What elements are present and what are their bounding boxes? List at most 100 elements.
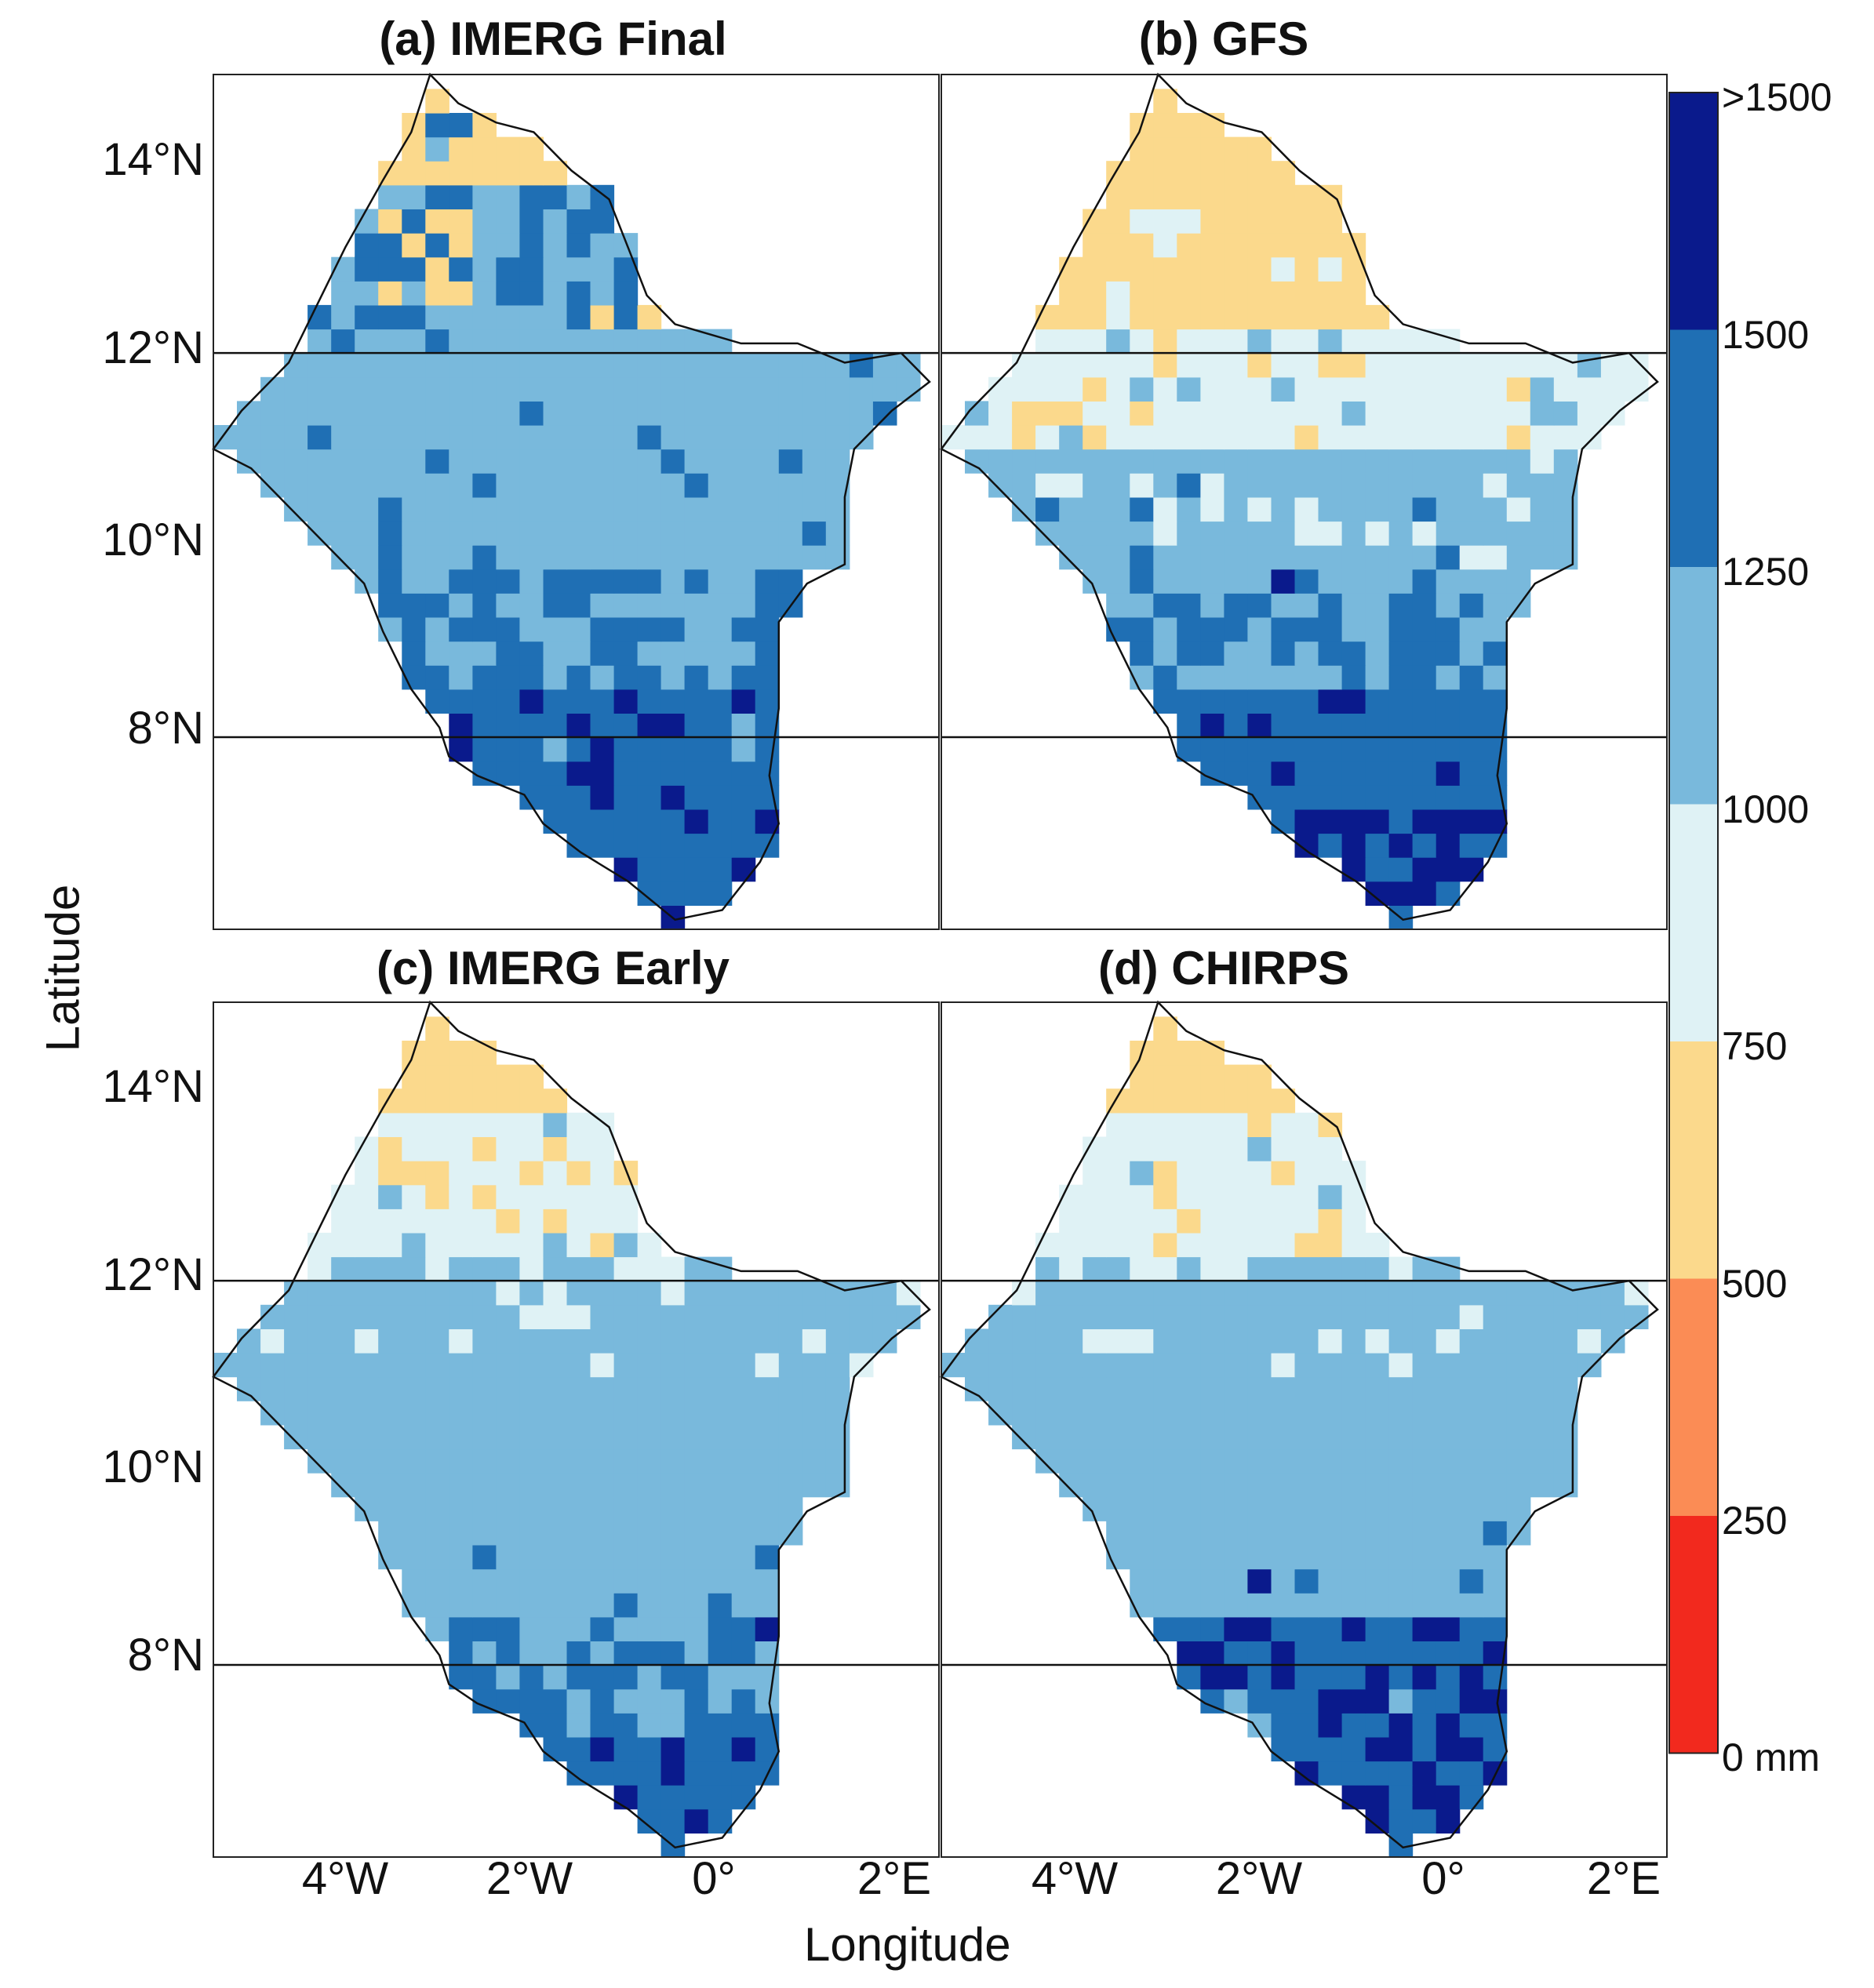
grid-cell — [472, 1616, 497, 1641]
grid-cell — [1247, 713, 1272, 738]
grid-cell — [1388, 1473, 1414, 1498]
grid-cell — [613, 1641, 639, 1666]
grid-cell — [1365, 665, 1390, 690]
colorbar-label-1250: 1250 — [1722, 550, 1810, 594]
grid-cell — [731, 569, 756, 594]
grid-cell — [590, 1281, 615, 1306]
grid-cell — [1083, 1328, 1107, 1354]
grid-cell — [425, 593, 449, 618]
grid-cell — [1341, 353, 1366, 378]
grid-cell — [1271, 641, 1296, 666]
grid-cell — [1388, 1521, 1414, 1546]
grid-cell — [331, 1353, 355, 1378]
grid-cell — [1106, 1448, 1130, 1474]
grid-cell — [402, 1281, 426, 1306]
grid-cell — [1130, 1401, 1154, 1426]
grid-cell — [1365, 1353, 1390, 1378]
grid-cell — [1365, 1688, 1390, 1714]
grid-cell — [660, 1593, 686, 1618]
grid-cell — [1130, 1232, 1154, 1258]
grid-cell — [1412, 1401, 1437, 1426]
grid-cell — [1247, 521, 1272, 546]
grid-cell — [1200, 209, 1224, 234]
grid-cell — [1294, 785, 1319, 810]
grid-cell — [1388, 1545, 1414, 1570]
grid-cell — [637, 1256, 662, 1281]
grid-cell — [496, 1641, 520, 1666]
grid-cell — [1083, 304, 1107, 330]
grid-cell — [1177, 136, 1201, 162]
grid-cell — [1247, 496, 1272, 522]
grid-cell — [1012, 1424, 1036, 1450]
grid-cell — [778, 545, 803, 570]
grid-cell — [660, 1736, 686, 1762]
grid-cell — [849, 376, 874, 402]
grid-cell — [1436, 496, 1461, 522]
grid-cell — [260, 376, 285, 402]
grid-cell — [637, 1304, 662, 1329]
grid-cell — [1530, 473, 1555, 498]
grid-cell — [731, 641, 756, 666]
grid-cell — [1294, 593, 1319, 618]
grid-cell — [1318, 737, 1343, 762]
grid-cell — [1341, 713, 1366, 738]
grid-cell — [684, 1785, 709, 1810]
grid-cell — [1412, 473, 1437, 498]
grid-cell — [755, 401, 780, 426]
grid-cell — [802, 545, 827, 570]
grid-cell — [472, 281, 497, 306]
grid-cell — [566, 1353, 591, 1378]
grid-cell — [449, 569, 473, 594]
grid-cell — [1388, 1328, 1414, 1354]
grid-cell — [660, 425, 686, 450]
grid-cell — [402, 1232, 426, 1258]
grid-cell — [1130, 593, 1154, 618]
grid-cell — [1059, 473, 1083, 498]
grid-cell — [566, 737, 591, 762]
grid-cell — [1153, 1041, 1177, 1066]
grid-cell — [1153, 136, 1177, 162]
grid-cell — [1365, 833, 1390, 858]
grid-cell — [284, 1401, 308, 1426]
grid-cell — [307, 1401, 332, 1426]
grid-cell — [590, 833, 615, 858]
grid-cell — [1200, 233, 1224, 258]
grid-cell — [1318, 1232, 1343, 1258]
grid-cell — [778, 1304, 803, 1329]
grid-cell — [1624, 353, 1649, 378]
grid-cell — [543, 1473, 568, 1498]
grid-cell — [355, 304, 379, 330]
grid-cell — [402, 1448, 426, 1474]
grid-cell — [1271, 1448, 1296, 1474]
grid-cell — [1153, 1112, 1177, 1137]
grid-cell — [1388, 1256, 1414, 1281]
grid-cell — [1224, 761, 1248, 786]
grid-cell — [613, 281, 639, 306]
grid-cell — [590, 1473, 615, 1498]
grid-cell — [1294, 425, 1319, 450]
grid-cell — [1506, 1401, 1531, 1426]
grid-cell — [1365, 1304, 1390, 1329]
grid-cell — [1200, 136, 1224, 162]
grid-cell — [1271, 473, 1296, 498]
grid-cell — [1436, 569, 1461, 594]
grid-cell — [1459, 593, 1484, 618]
grid-cell — [684, 881, 709, 906]
grid-cell — [472, 161, 497, 186]
grid-cell — [660, 1616, 686, 1641]
grid-cell — [778, 1496, 803, 1521]
grid-cell — [1459, 1688, 1484, 1714]
grid-cell — [425, 521, 449, 546]
grid-cell — [378, 1136, 402, 1161]
grid-cell — [613, 641, 639, 666]
grid-cell — [731, 1785, 756, 1810]
grid-cell — [1318, 1401, 1343, 1426]
grid-cell — [1318, 785, 1343, 810]
grid-cell — [355, 209, 379, 234]
grid-cell — [1341, 689, 1366, 714]
grid-cell — [1341, 329, 1366, 354]
grid-cell — [449, 593, 473, 618]
grid-cell — [402, 496, 426, 522]
grid-cell — [1177, 1473, 1201, 1498]
grid-cell — [543, 401, 568, 426]
